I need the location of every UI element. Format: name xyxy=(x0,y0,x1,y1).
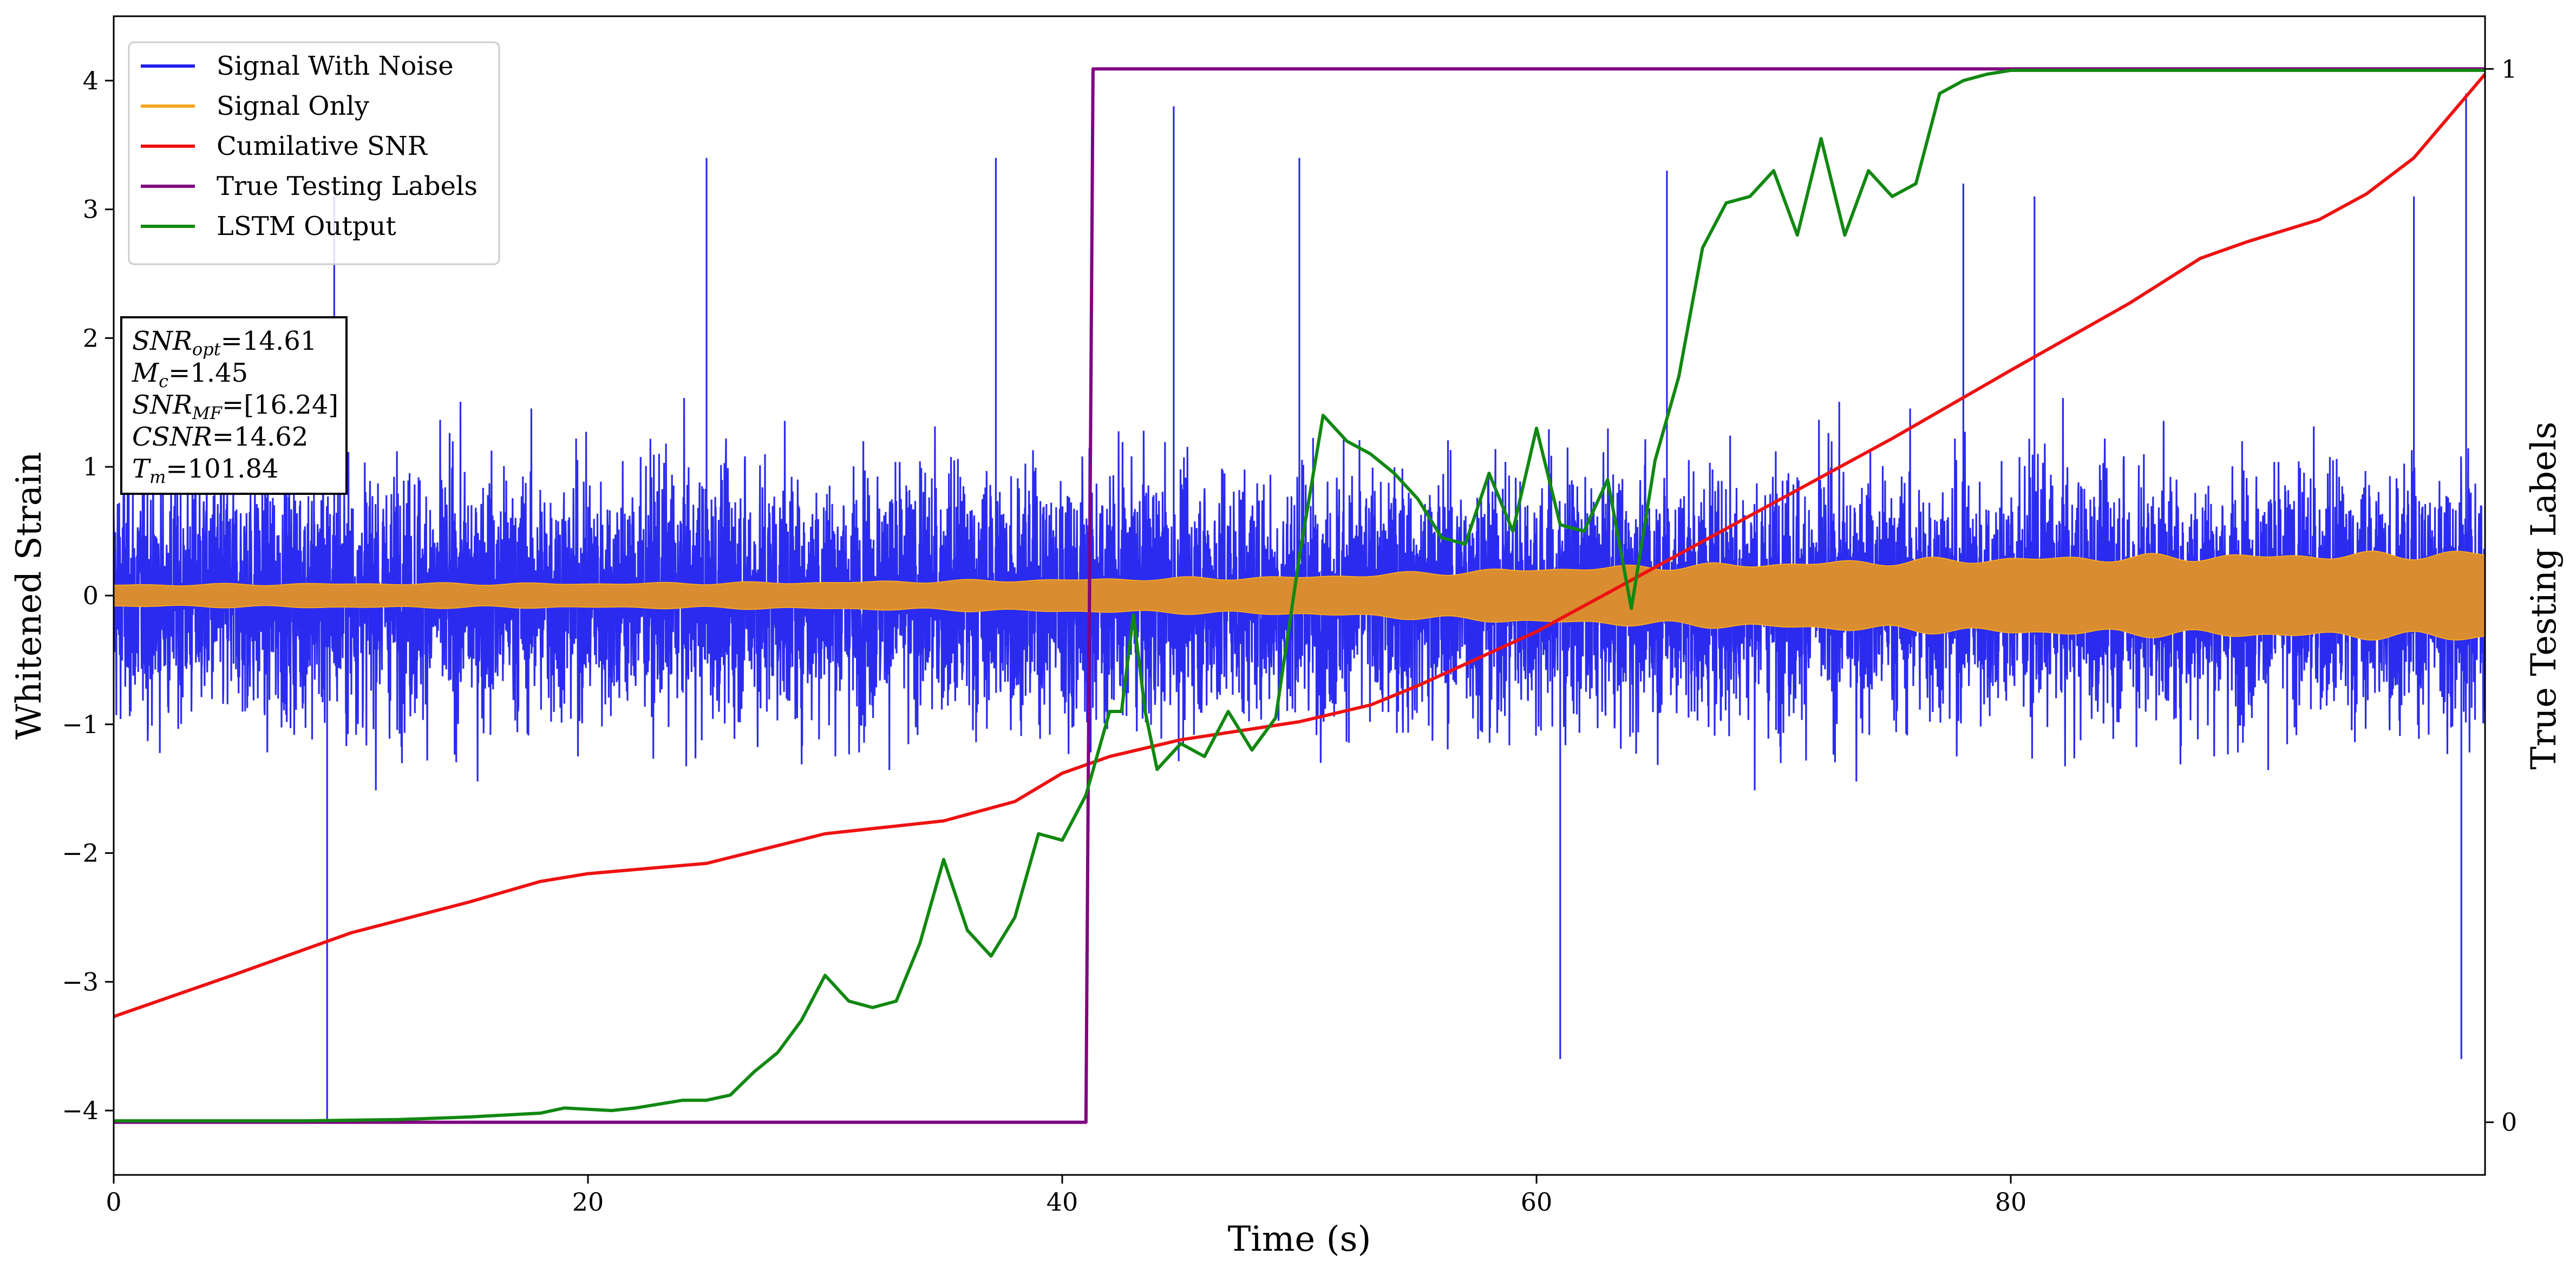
annotation-line: Tm=101.84 xyxy=(132,454,279,487)
legend-label-true-testing-labels: True Testing Labels xyxy=(217,171,478,201)
cumilative-snr-line xyxy=(114,73,2485,1018)
y-tick-label: −3 xyxy=(62,967,99,996)
y-tick-label: −1 xyxy=(62,710,99,739)
y-tick-label: 2 xyxy=(83,323,99,352)
y-tick-label: −2 xyxy=(62,839,99,868)
legend-label-lstm-output: LSTM Output xyxy=(217,211,396,241)
annotation-frame xyxy=(120,316,348,495)
plot-area xyxy=(114,67,2485,1124)
legend: Signal With Noise Signal Only Cumilative S… xyxy=(128,41,500,265)
y2-tick-label: 1 xyxy=(2501,54,2517,83)
y2-tick-label: 0 xyxy=(2501,1108,2517,1137)
y-tick-label: 3 xyxy=(83,195,99,224)
x-tick-label: 20 xyxy=(572,1187,604,1217)
signal-only-series xyxy=(114,550,2485,641)
true-testing-labels-line xyxy=(114,67,2485,1124)
legend-label-signal-with-noise: Signal With Noise xyxy=(217,51,454,81)
y-axis-label: Whitened Strain xyxy=(9,452,49,739)
y2-axis-ticks: 01 xyxy=(2485,54,2517,1137)
x-tick-label: 60 xyxy=(1521,1187,1553,1217)
y-tick-label: 4 xyxy=(83,66,99,95)
legend-label-cumilative-snr: Cumilative SNR xyxy=(217,131,428,161)
y-tick-label: 1 xyxy=(83,452,99,481)
x-axis-ticks: 0 20 40 60 80 xyxy=(106,1175,2026,1217)
annotation-line: Mc=1.45 xyxy=(132,358,248,391)
line-series-group xyxy=(114,67,2485,1124)
legend-label-signal-only: Signal Only xyxy=(217,91,369,121)
x-tick-label: 0 xyxy=(106,1187,121,1217)
annotation-box: SNRopt=14.61Mc=1.45SNRMF=[16.24]CSNR=14.… xyxy=(120,316,348,495)
x-tick-label: 80 xyxy=(1995,1187,2027,1217)
signal-only-envelope xyxy=(114,550,2485,641)
legend-frame xyxy=(128,41,500,265)
annotation-line: CSNR=14.62 xyxy=(132,422,308,452)
y-tick-label: 0 xyxy=(83,581,99,610)
annotation-line: SNRopt=14.61 xyxy=(132,326,317,360)
annotation-line: SNRMF=[16.24] xyxy=(132,390,338,423)
lstm-output-line xyxy=(114,68,2485,1123)
y2-axis-label: True Testing Labels xyxy=(2524,422,2564,770)
y-axis-ticks: −4 −3 −2 −1 0 1 2 3 4 xyxy=(62,66,114,1125)
x-tick-label: 40 xyxy=(1047,1187,1078,1217)
y-tick-label: −4 xyxy=(62,1096,99,1125)
x-axis-label: Time (s) xyxy=(1228,1219,1371,1259)
